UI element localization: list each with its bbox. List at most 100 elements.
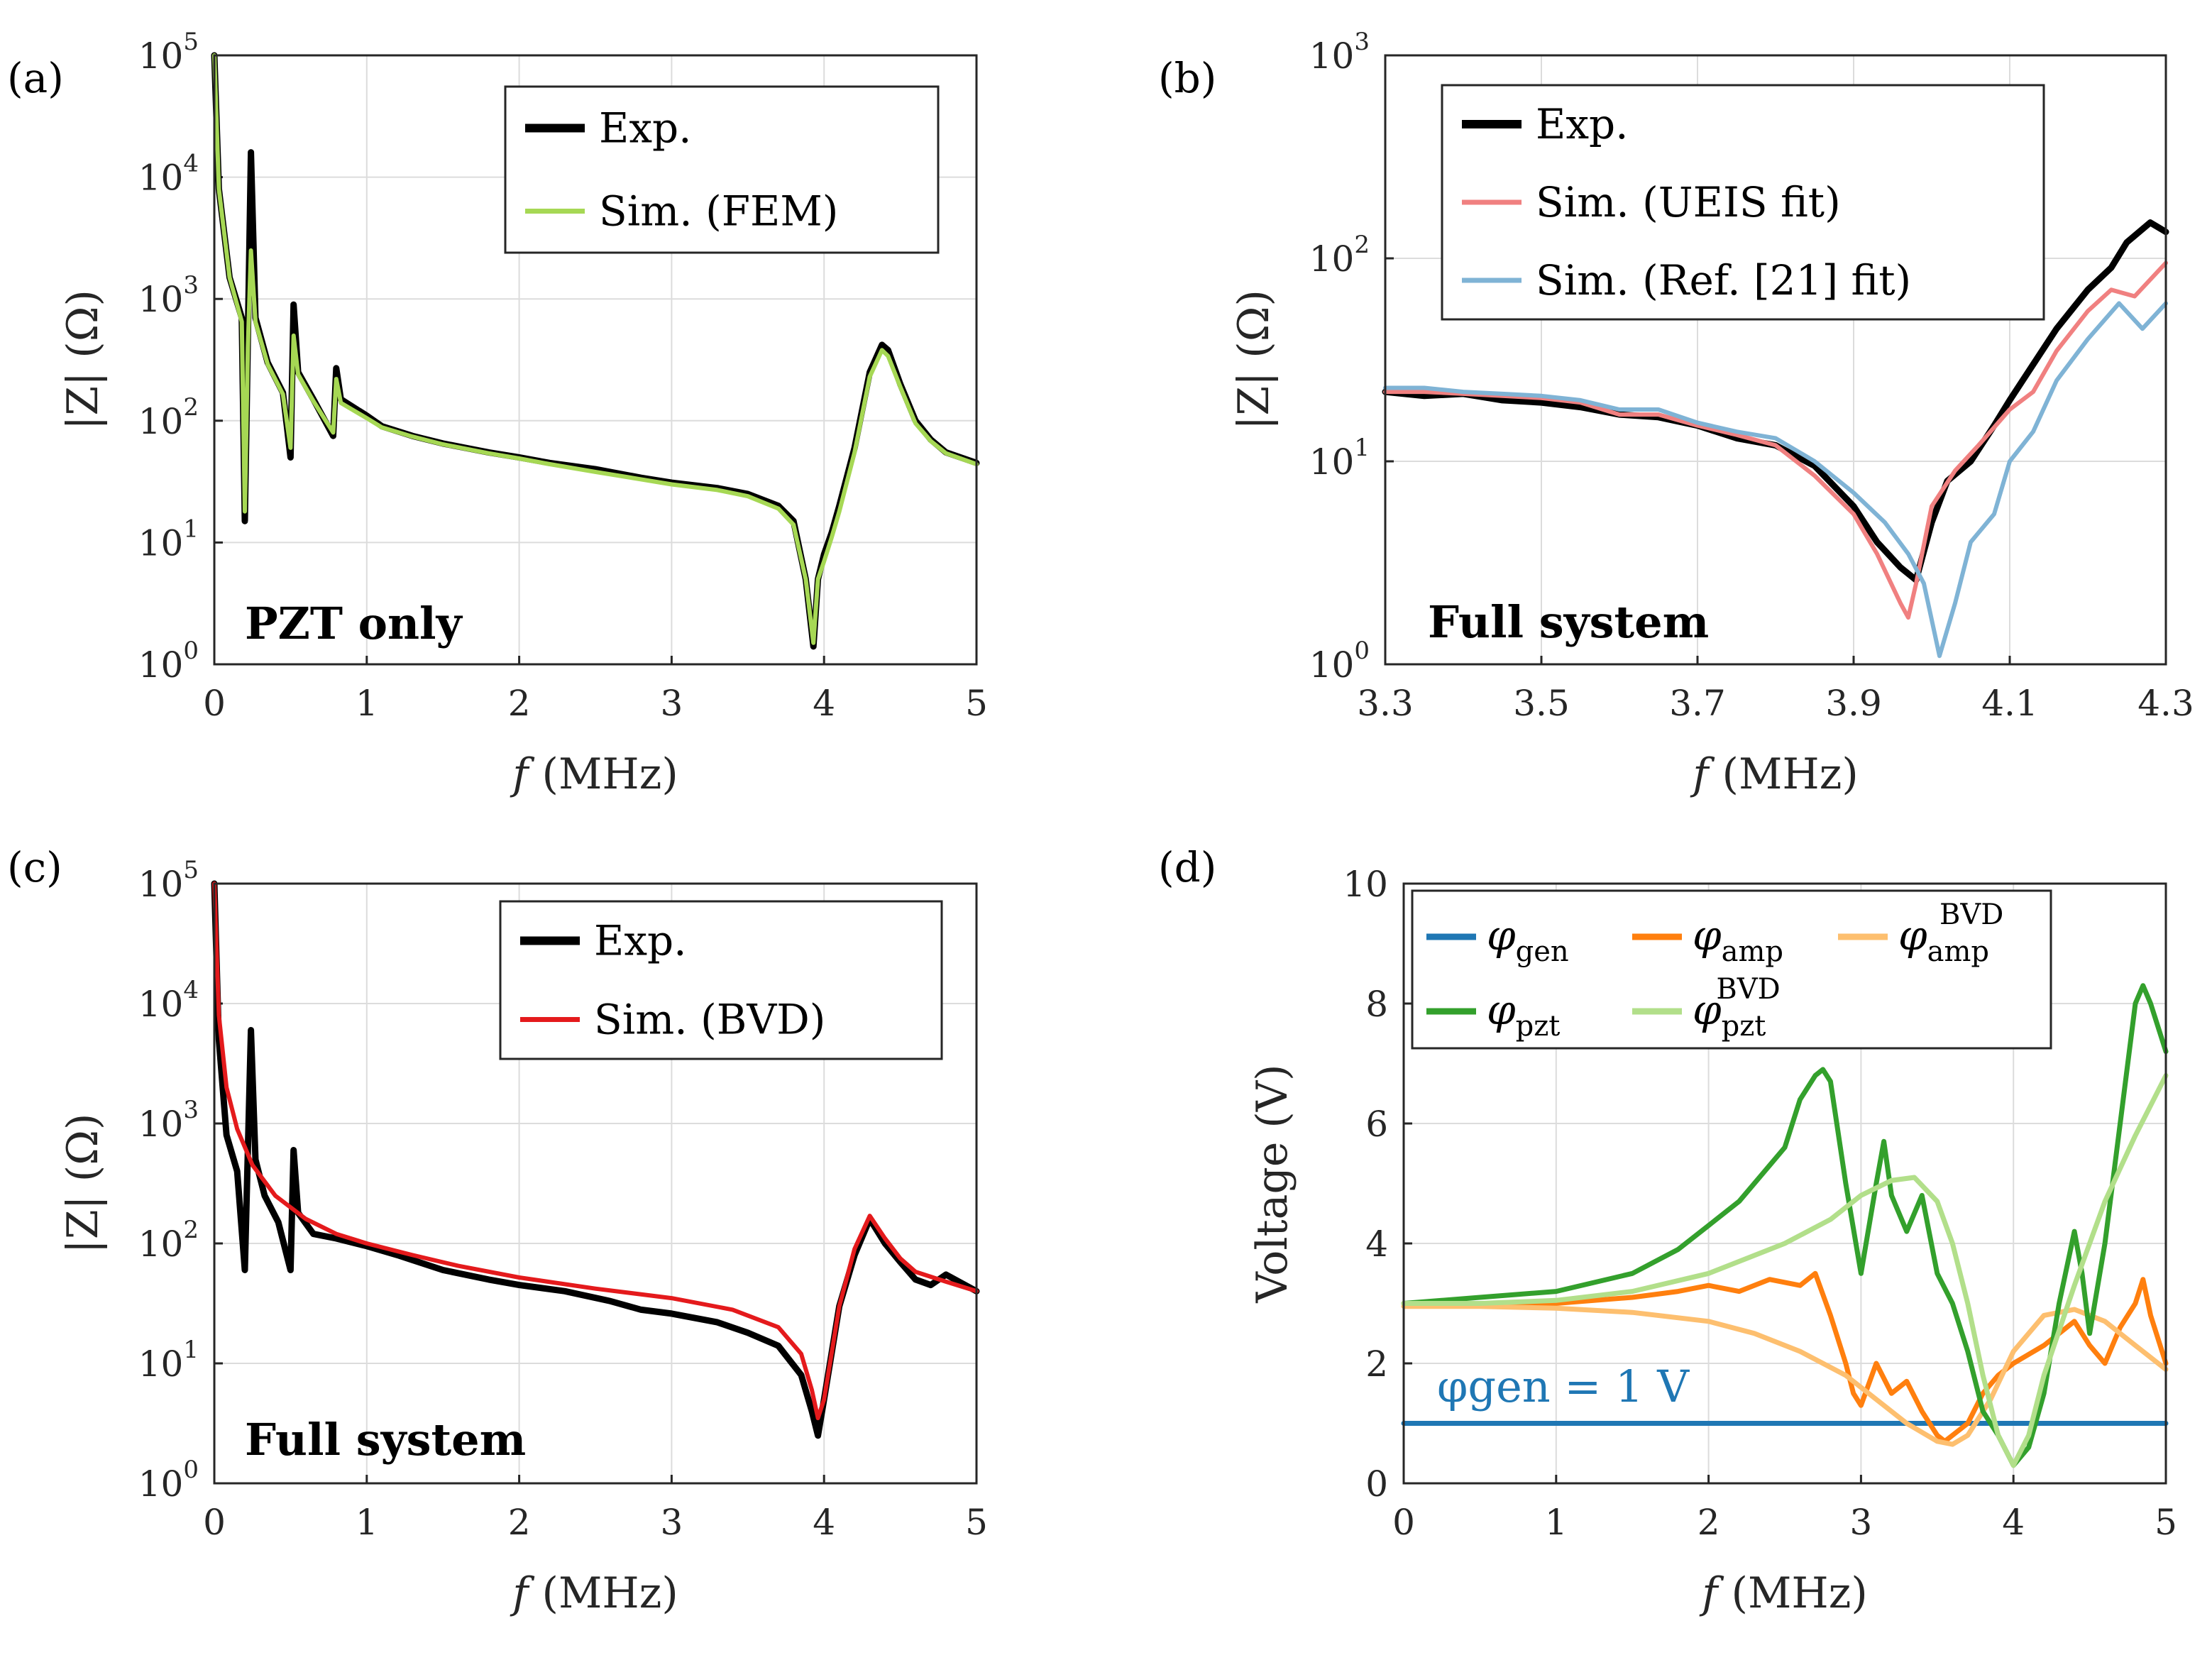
legend-entry: φgen <box>1487 911 1569 968</box>
y-tick-label: 101 <box>1309 434 1370 483</box>
legend-entry: φamp <box>1693 911 1783 968</box>
x-tick-label: 1 <box>356 1502 378 1543</box>
legend-entry: Sim. (BVD) <box>594 996 825 1044</box>
y-tick-label: 102 <box>138 1216 199 1265</box>
x-tick-label: 2 <box>1697 1502 1720 1543</box>
x-tick-label: 2 <box>508 683 531 724</box>
legend-entry: φpzt <box>1487 986 1560 1043</box>
x-tick-label: 5 <box>965 1502 988 1543</box>
legend-entry: Exp. <box>1536 100 1629 148</box>
legend-entry: φampBVD <box>1898 899 2003 968</box>
x-tick-label: 3 <box>1849 1502 1872 1543</box>
series-line-2 <box>1383 260 2168 620</box>
x-tick-label: 3 <box>660 683 683 724</box>
x-tick-label: 1 <box>356 683 378 724</box>
x-tick-label: 1 <box>1545 1502 1568 1543</box>
panel-label-b: (b) <box>1158 54 1216 102</box>
x-tick-label: 3.5 <box>1513 683 1570 724</box>
x-tick-label: 5 <box>965 683 988 724</box>
legend-entry: Sim. (UEIS fit) <box>1536 178 1841 226</box>
y-tick-label: 104 <box>138 150 199 199</box>
panel-annotation: Full system <box>245 1414 526 1466</box>
series-line-2 <box>212 881 979 1421</box>
axes-box <box>213 54 978 666</box>
x-tick-label: 3.7 <box>1669 683 1726 724</box>
panel-c: 0 1 2 3 4 5 100 101 102 103 104 105 f (MHz) |Z| (Ω) Fu… <box>58 856 988 1618</box>
x-tick-label: 4 <box>813 1502 835 1543</box>
y-tick-label: 101 <box>138 515 199 564</box>
y-tick-label: 104 <box>138 976 199 1025</box>
y-tick-label: 101 <box>138 1336 199 1385</box>
y-tick-label: 103 <box>138 1096 199 1145</box>
legend: Exp. Sim. (BVD) <box>499 900 943 1060</box>
panel-label-c: (c) <box>7 843 62 891</box>
y-axis-label: |Z| (Ω) <box>58 1114 108 1254</box>
x-tick-label: 4.3 <box>2137 683 2194 724</box>
y-tick-label: 103 <box>1309 28 1370 77</box>
x-tick-label: 0 <box>1392 1502 1415 1543</box>
axes-box <box>1384 54 2167 666</box>
x-axis-label: f (MHz) <box>1690 749 1858 799</box>
x-tick-label: 3.3 <box>1357 683 1414 724</box>
y-tick-label: 100 <box>138 1456 199 1505</box>
legend-entry: Exp. <box>599 104 692 153</box>
y-tick-label: 105 <box>138 856 199 905</box>
y-tick-label: 8 <box>1365 984 1388 1025</box>
x-axis-label: f (MHz) <box>510 749 678 799</box>
legend-box <box>1441 84 2045 321</box>
x-tick-label: 4 <box>813 683 835 724</box>
series-line-3 <box>1401 1304 2169 1447</box>
series-line-5 <box>1401 1072 2169 1468</box>
x-tick-label: 0 <box>203 683 226 724</box>
series-line-2 <box>1401 1270 2169 1444</box>
x-tick-label: 5 <box>2155 1502 2177 1543</box>
y-tick-label: 102 <box>1309 231 1370 280</box>
y-tick-label: 100 <box>138 637 199 686</box>
x-tick-label: 3.9 <box>1825 683 1882 724</box>
legend-entry: Exp. <box>594 917 687 965</box>
y-tick-label: 2 <box>1365 1343 1388 1385</box>
y-tick-label: 10 <box>1343 864 1388 905</box>
panel-annotation: Full system <box>1428 596 1709 648</box>
legend-entry: φpztBVD <box>1693 973 1781 1043</box>
legend: Exp. Sim. (FEM) <box>504 85 940 254</box>
legend-entry: Sim. (Ref. [21] fit) <box>1536 256 1911 304</box>
phi-gen-annotation: φgen = 1 V <box>1437 1361 1690 1412</box>
series-line-4 <box>1401 983 2169 1468</box>
axes-box <box>213 882 978 1485</box>
x-tick-label: 0 <box>203 1502 226 1543</box>
series-line-3 <box>1383 301 2168 659</box>
panel-d: 0 1 2 3 4 5 0 2 4 6 8 10 f (MHz) Voltage (V) φgen = 1 … <box>1248 864 2177 1618</box>
panel-a: 0 1 2 3 4 5 100 101 102 103 104 105 f (MHz) |Z| (Ω) PZ… <box>58 28 988 799</box>
series-line-1 <box>1382 219 2169 583</box>
legend-box <box>504 85 940 254</box>
x-tick-label: 4 <box>2002 1502 2025 1543</box>
legend: φgen φamp φampBVD φpzt φpztBVD <box>1411 889 2052 1050</box>
x-tick-label: 4.1 <box>1981 683 2038 724</box>
y-tick-label: 105 <box>138 28 199 77</box>
axes-box <box>1402 882 2167 1485</box>
panel-annotation: PZT only <box>245 598 463 649</box>
legend-box <box>1411 889 2052 1050</box>
panel-label-a: (a) <box>7 54 64 102</box>
y-axis-label: Voltage (V) <box>1248 1064 1297 1303</box>
y-tick-label: 4 <box>1365 1224 1388 1265</box>
y-axis-label: |Z| (Ω) <box>1229 290 1279 430</box>
y-tick-label: 100 <box>1309 637 1370 686</box>
legend: Exp. Sim. (UEIS fit) Sim. (Ref. [21] fit) <box>1441 84 2045 321</box>
legend-box <box>499 900 943 1060</box>
y-tick-label: 103 <box>138 271 199 320</box>
y-axis-label: |Z| (Ω) <box>58 290 108 430</box>
y-tick-label: 102 <box>138 393 199 442</box>
panel-label-d: (d) <box>1158 843 1216 891</box>
x-tick-label: 3 <box>660 1502 683 1543</box>
y-tick-label: 6 <box>1365 1104 1388 1145</box>
x-axis-label: f (MHz) <box>510 1568 678 1618</box>
panel-b: 3.3 3.5 3.7 3.9 4.1 4.3 100 101 102 103 f (MHz) |Z|… <box>1229 28 2194 799</box>
x-axis-label: f (MHz) <box>1699 1568 1867 1618</box>
series-line-2 <box>212 53 979 645</box>
x-tick-label: 2 <box>508 1502 531 1543</box>
legend-entry: Sim. (FEM) <box>599 187 838 236</box>
y-tick-label: 0 <box>1365 1463 1388 1505</box>
